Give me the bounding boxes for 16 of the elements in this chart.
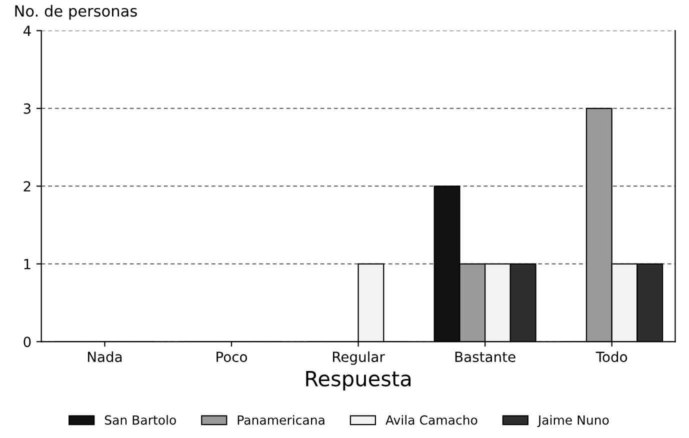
- x-tick-label: Todo: [596, 351, 628, 362]
- y-tick-label: 1: [24, 259, 30, 270]
- legend-label: Panamericana: [238, 415, 324, 425]
- y-tick-label: 2: [24, 181, 30, 192]
- y-tick-label: 4: [23, 26, 31, 36]
- x-tick-label: Poco: [216, 352, 247, 362]
- legend-label: Jaime Nuno: [537, 415, 609, 428]
- x-tick-label: Nada: [88, 351, 122, 362]
- y-axis-title: No. de personas: [15, 4, 137, 20]
- legend-label: San Bartolo: [104, 415, 176, 425]
- y-tick-label: 3: [24, 103, 31, 114]
- x-tick-label: Bastante: [455, 352, 516, 362]
- legend-label: Avila Camacho: [386, 415, 478, 425]
- x-tick-label: Regular: [333, 351, 385, 365]
- y-tick-label: 0: [24, 336, 31, 348]
- x-axis-title: Respuesta: [306, 371, 411, 391]
